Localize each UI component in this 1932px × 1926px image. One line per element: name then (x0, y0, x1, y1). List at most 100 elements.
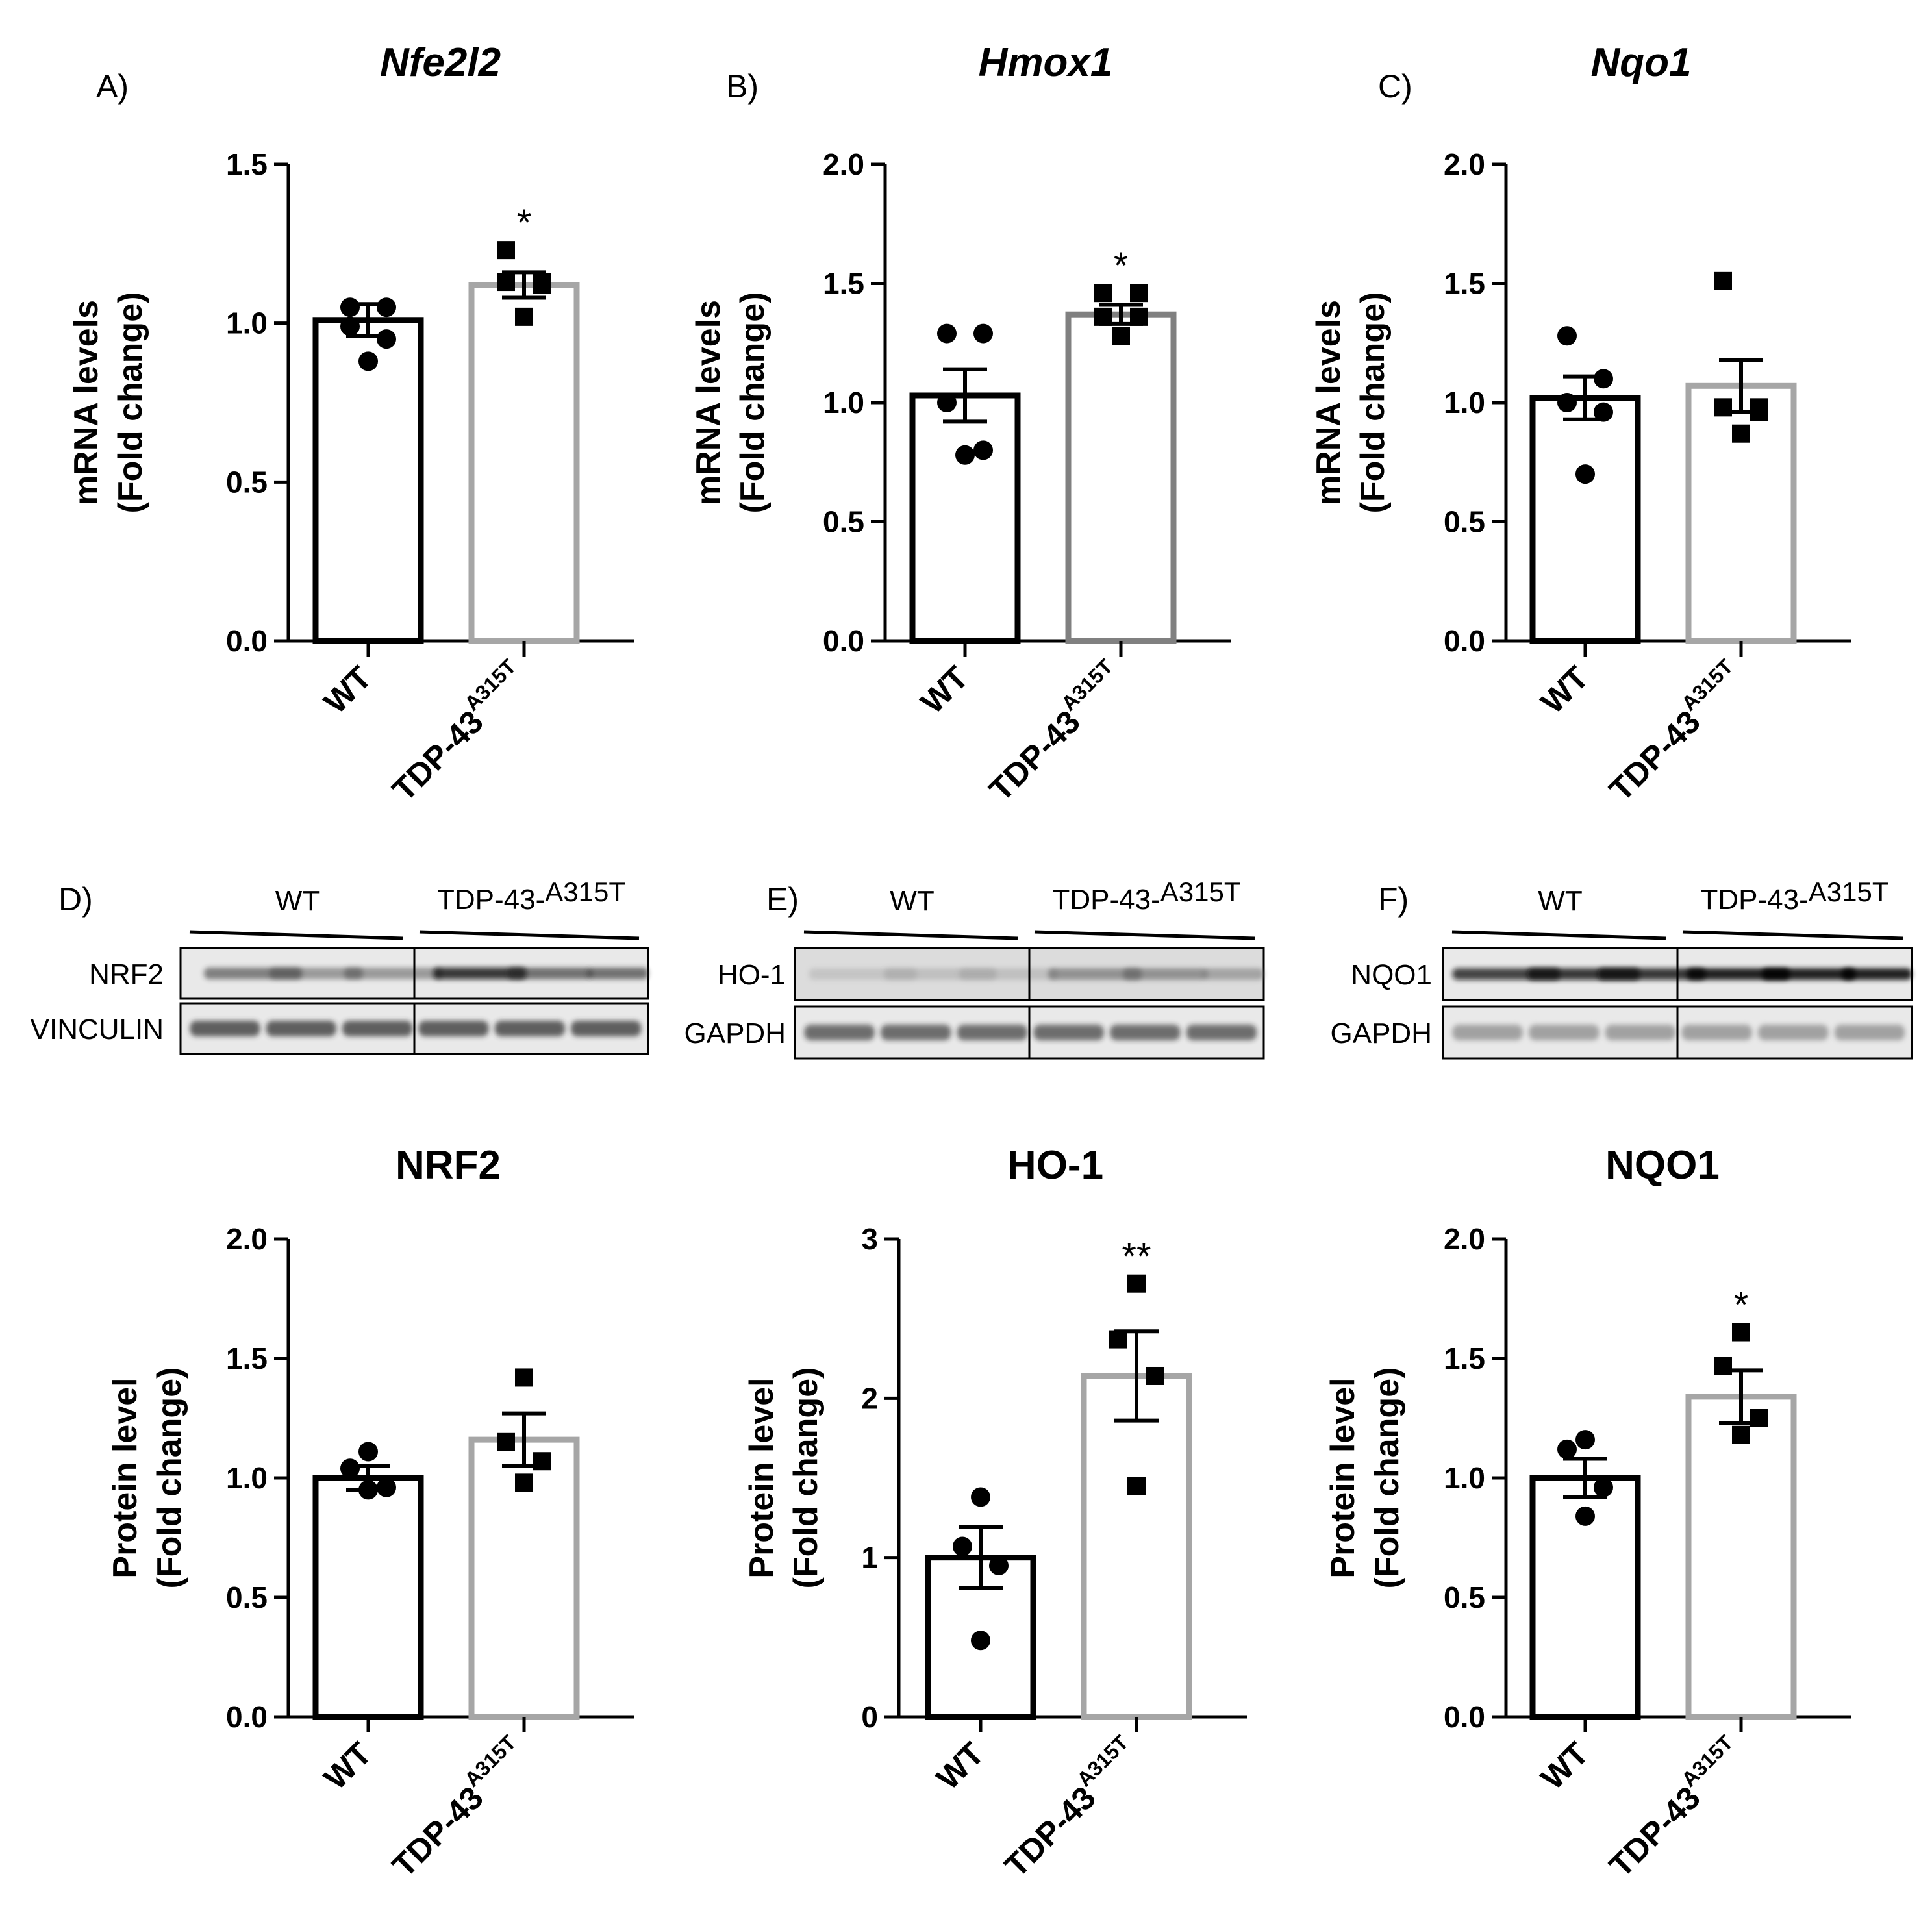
x-category-label: WT (1534, 659, 1596, 721)
protein-band (1203, 968, 1264, 980)
data-point (377, 297, 396, 318)
y-tick-label: 0.5 (1444, 505, 1485, 539)
x-category-label: TDP-43A315T (381, 1731, 534, 1884)
loading-control-band (1529, 1025, 1600, 1040)
category-name: WT (317, 1735, 379, 1797)
category-name: TDP-43 (1602, 703, 1707, 808)
data-point (340, 297, 360, 318)
data-point (1575, 1430, 1595, 1450)
x-category-label: TDP-43A315T (381, 655, 534, 808)
group-underline (189, 930, 403, 940)
panel-letter: E) (766, 881, 799, 918)
chart-title: Nqo1 (1591, 40, 1692, 85)
significance-marker: * (517, 202, 532, 244)
y-tick-label: 1.5 (823, 267, 864, 301)
blot-panel-3: F) WT TDP-43-A315T NQO1 GAPDH (1331, 877, 1913, 1060)
loading-control-band (494, 1021, 565, 1036)
group-underline (1034, 930, 1255, 940)
data-point (1732, 1425, 1750, 1444)
data-point (973, 440, 993, 460)
loading-control-band (881, 1025, 951, 1040)
y-tick-label: 1 (861, 1541, 878, 1575)
chart-panel-a: A) Nfe2l2 0.0 0.5 1.0 1.5 mRNA levels (Fold cha… (68, 40, 634, 808)
y-tick-label: 0.5 (226, 1581, 268, 1614)
data-point (1714, 1357, 1732, 1375)
y-tick-label: 1.0 (226, 306, 268, 340)
protein-band (1761, 968, 1856, 980)
loading-control-band (418, 1021, 489, 1036)
loading-control-band (190, 1021, 260, 1036)
blot-group-label: WT (275, 885, 320, 917)
blot-row-label: HO-1 (718, 959, 786, 991)
protein-band (269, 968, 363, 979)
y-tick-label: 1.0 (823, 386, 864, 419)
data-point (1575, 464, 1595, 484)
blot-group-name: TDP-43- (1053, 884, 1160, 916)
data-point (1594, 1477, 1613, 1497)
x-category-label: TDP-43A315T (977, 655, 1131, 808)
loading-control-band (1033, 1025, 1104, 1040)
x-category-label: WT (914, 659, 975, 721)
protein-band (433, 968, 527, 979)
loading-control-band (266, 1021, 336, 1036)
chart-title: HO-1 (1007, 1143, 1103, 1188)
y-tick-label: 1.5 (226, 147, 268, 181)
data-point (515, 307, 533, 326)
data-point (1750, 403, 1768, 421)
data-point (358, 1442, 378, 1462)
y-axis-label-units: (Fold change) (787, 1368, 825, 1589)
panel-letter: C) (1378, 68, 1412, 105)
loading-control-band (804, 1025, 875, 1040)
bar (1065, 311, 1177, 644)
y-axis-label-units: (Fold change) (112, 292, 149, 514)
data-point (515, 1368, 533, 1387)
data-point (971, 1487, 990, 1507)
y-tick-label: 0.5 (1444, 1581, 1485, 1614)
category-name: WT (1534, 659, 1596, 721)
data-point (497, 241, 515, 260)
y-tick-label: 0.0 (1444, 624, 1485, 658)
category-name: TDP-43 (1602, 1779, 1707, 1884)
chart-title: Hmox1 (979, 40, 1113, 85)
y-tick-label: 1.5 (1444, 1342, 1485, 1375)
y-tick-label: 1.5 (226, 1342, 268, 1375)
group-underline (803, 930, 1018, 940)
chart-panel-d: NRF2 0.0 0.5 1.0 1.5 2.0 Protein level (Fold ch… (107, 1143, 634, 1884)
group-underline (1682, 930, 1903, 940)
chart-panel-b: B) Hmox1 0.0 0.5 1.0 1.5 2.0 mRNA levels (Fold c… (690, 40, 1231, 808)
data-point (1094, 307, 1112, 326)
blot-panel-2: E) WT TDP-43-A315T HO-1 GAPDH (684, 877, 1265, 1060)
data-point (1750, 1409, 1768, 1427)
panel-letter: A) (96, 68, 129, 105)
data-point (1094, 284, 1112, 303)
y-tick-label: 0.0 (1444, 1700, 1485, 1734)
y-tick-label: 2.0 (1444, 1222, 1485, 1256)
y-tick-label: 1.0 (1444, 386, 1485, 419)
loading-control-band (1758, 1025, 1829, 1040)
bar (468, 282, 580, 644)
blot-group-label: TDP-43-A315T (1053, 877, 1241, 916)
data-point (1127, 1274, 1146, 1293)
chart-title: NRF2 (395, 1143, 501, 1188)
y-tick-label: 0 (861, 1700, 878, 1734)
category-name: TDP-43 (997, 1779, 1102, 1884)
data-point (989, 1555, 1009, 1575)
data-point (1594, 402, 1613, 422)
category-name: WT (929, 1735, 991, 1797)
y-axis-label: mRNA levels (1310, 300, 1348, 505)
blot-row-label: GAPDH (1331, 1018, 1432, 1049)
protein-band (1598, 968, 1706, 980)
data-point (358, 351, 378, 371)
x-category-label: TDP-43A315T (1598, 655, 1751, 808)
data-point (1714, 398, 1732, 417)
blot-group-name: TDP-43- (1701, 884, 1809, 916)
panel-letter: D) (58, 881, 93, 918)
data-point (340, 1458, 360, 1479)
data-point (377, 329, 396, 349)
y-tick-label: 0.5 (823, 505, 864, 539)
loading-control-band (1110, 1025, 1181, 1040)
y-tick-label: 0.5 (226, 465, 268, 499)
blot-group-superscript: A315T (1809, 877, 1889, 907)
data-point (1146, 1366, 1164, 1385)
